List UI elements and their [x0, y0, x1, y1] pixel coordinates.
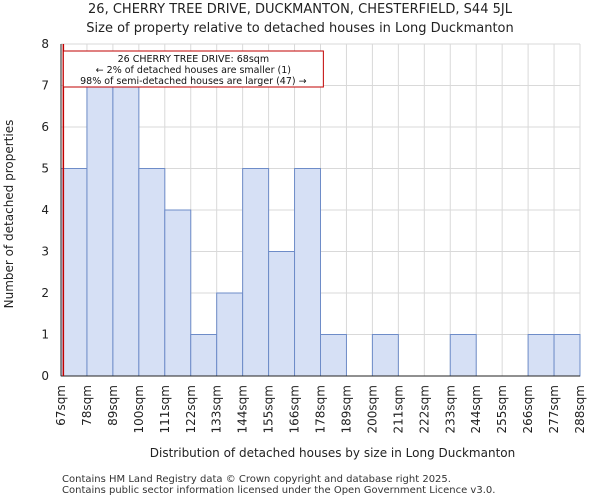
bar-111sqm	[164, 209, 192, 377]
axes	[60, 44, 580, 377]
y-tick-label: 2	[41, 286, 49, 300]
bar-200sqm	[371, 334, 399, 377]
x-tick-label: 166sqm	[288, 385, 302, 433]
x-tick-label: 266sqm	[521, 385, 535, 433]
x-tick-label: 144sqm	[236, 385, 250, 433]
x-tick-label: 78sqm	[80, 385, 94, 426]
footer-line-1: Contains HM Land Registry data © Crown c…	[62, 474, 451, 485]
y-tick-label: 6	[41, 120, 49, 134]
y-tick-label: 1	[41, 328, 49, 342]
y-tick-label: 3	[41, 245, 49, 259]
x-tick-label: 222sqm	[417, 385, 431, 433]
annotation-box	[62, 50, 324, 88]
bar-133sqm	[216, 292, 244, 377]
bar-100sqm	[138, 168, 166, 377]
bar-266sqm	[527, 334, 555, 377]
x-axis-label: Distribution of detached houses by size …	[150, 446, 515, 460]
x-tick-label: 233sqm	[443, 385, 457, 433]
x-tick-label: 122sqm	[184, 385, 198, 433]
y-tick-label: 8	[41, 37, 49, 51]
x-tick-label: 189sqm	[339, 385, 353, 433]
chart-title: 26, CHERRY TREE DRIVE, DUCKMANTON, CHEST…	[88, 2, 512, 17]
bar-233sqm	[449, 334, 477, 377]
bar-144sqm	[242, 168, 270, 377]
chart-subtitle: Size of property relative to detached ho…	[86, 21, 514, 36]
x-tick-label: 277sqm	[547, 385, 561, 433]
bars	[60, 85, 581, 377]
x-tick-label: 255sqm	[495, 385, 509, 433]
annotation-line-1: 26 CHERRY TREE DRIVE: 68sqm	[118, 54, 270, 65]
bar-178sqm	[320, 334, 347, 377]
y-axis-label: Number of detached properties	[2, 120, 16, 309]
tick-labels: 0 1 2 3 4 5 6 7 8 67sqm 78sqm 89sqm 100sqm 111sqm 122s…	[2, 37, 587, 460]
x-tick-label: 288sqm	[573, 385, 587, 433]
x-tick-label: 178sqm	[314, 385, 328, 433]
bar-155sqm	[268, 251, 296, 377]
bar-78sqm	[86, 85, 114, 377]
x-tick-label: 100sqm	[132, 385, 146, 433]
y-tick-label: 5	[41, 162, 49, 176]
x-tick-label: 244sqm	[469, 385, 483, 433]
x-tick-label: 89sqm	[106, 385, 120, 426]
annotation: 26 CHERRY TREE DRIVE: 68sqm← 2% of detac…	[62, 50, 324, 88]
x-tick-label: 155sqm	[262, 385, 276, 433]
annotation-line-2: ← 2% of detached houses are smaller (1)	[96, 65, 291, 76]
bar-122sqm	[190, 334, 218, 377]
y-tick-label: 7	[41, 79, 49, 93]
y-tick-label: 4	[41, 203, 49, 217]
bar-67sqm	[60, 168, 88, 377]
x-tick-label: 133sqm	[210, 385, 224, 433]
bar-166sqm	[294, 168, 321, 377]
x-tick-label: 67sqm	[54, 385, 68, 426]
bar-277sqm	[553, 334, 581, 377]
annotation-line-3: 98% of semi-detached houses are larger (…	[80, 76, 307, 87]
y-tick-label: 0	[41, 369, 49, 383]
x-tick-label: 200sqm	[365, 385, 379, 433]
bar-89sqm	[112, 85, 140, 377]
x-tick-label: 111sqm	[158, 385, 172, 433]
x-tick-label: 211sqm	[391, 385, 405, 433]
footer-line-2: Contains public sector information licen…	[62, 485, 496, 496]
